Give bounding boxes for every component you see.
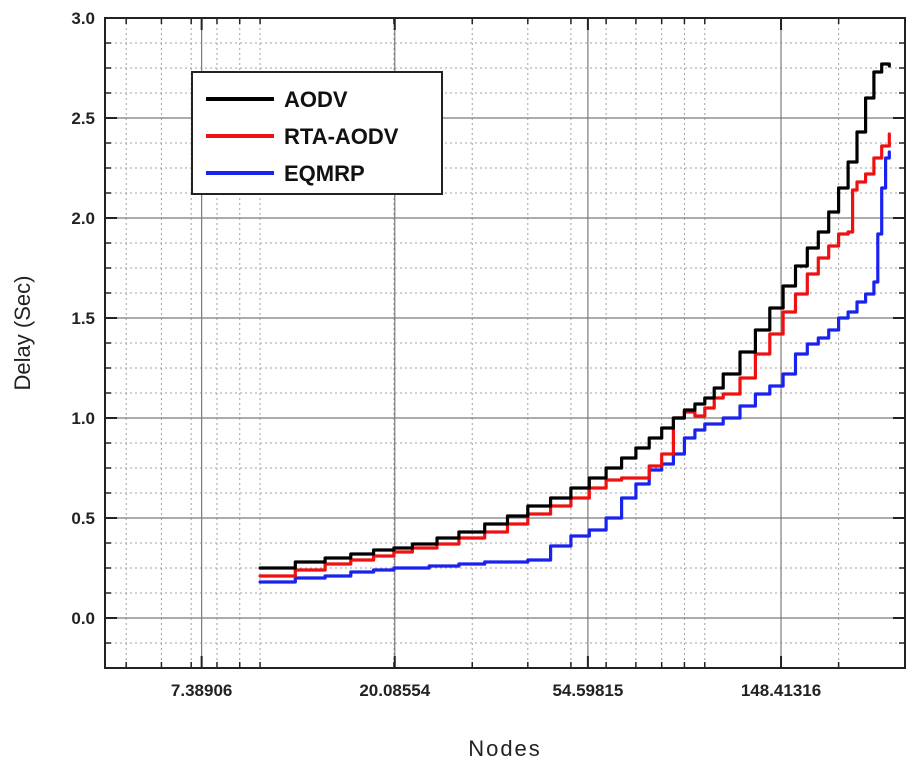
y-tick-label: 3.0 [71, 9, 95, 28]
x-tick-label: 20.08554 [359, 681, 430, 700]
x-axis-title: Nodes [468, 736, 542, 761]
y-tick-label: 0.5 [71, 509, 95, 528]
tick-labels: 7.38906 20.08554 54.59815 148.41316 0.0 0.5 1.… [71, 9, 821, 700]
x-tick-label: 7.38906 [171, 681, 232, 700]
legend-label-aodv: AODV [284, 87, 348, 112]
y-tick-label: 0.0 [71, 609, 95, 628]
x-tick-label: 148.41316 [741, 681, 821, 700]
series-line-aodv [258, 62, 891, 570]
series-lines [258, 62, 891, 584]
y-axis-title: Delay (Sec) [10, 276, 35, 391]
y-tick-label: 1.5 [71, 309, 95, 328]
y-tick-label: 1.0 [71, 409, 95, 428]
series-line-eqmrp [258, 150, 891, 584]
legend-label-eqmrp: EQMRP [284, 161, 365, 186]
legend-label-rta-aodv: RTA-AODV [284, 124, 399, 149]
legend: AODV RTA-AODV EQMRP [191, 71, 443, 195]
y-tick-label: 2.5 [71, 109, 95, 128]
x-tick-label: 54.59815 [552, 681, 623, 700]
y-tick-label: 2.0 [71, 209, 95, 228]
axis-ticks [105, 17, 905, 669]
